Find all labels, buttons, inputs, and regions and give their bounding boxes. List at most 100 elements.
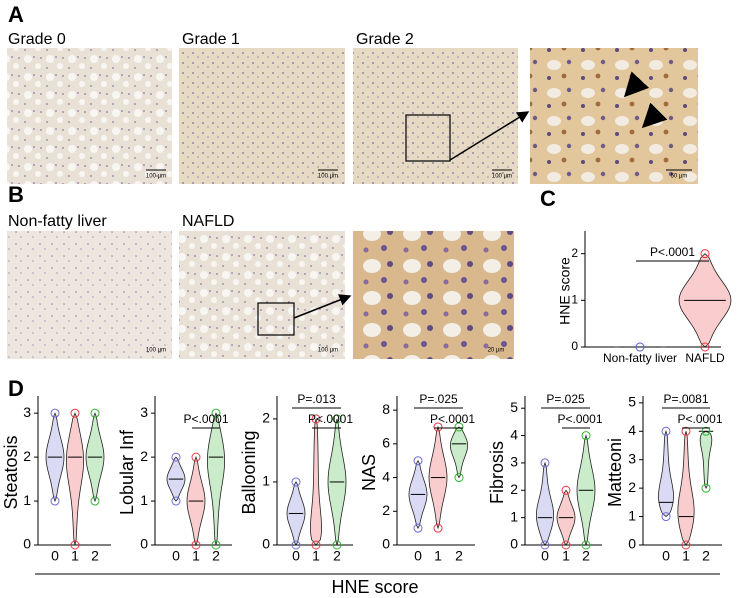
scale-label: 50 µm [671,174,688,180]
p-value: P<.0001 [677,412,722,426]
x-tick-label: 1 [312,548,320,564]
data-point [50,408,60,418]
y-tick-label: 1 [510,508,518,524]
x-tick-label: 0 [172,548,180,564]
micrograph [179,48,345,184]
data-point [581,431,591,441]
y-tick-label: 3 [23,404,31,420]
data-point [454,422,464,432]
y-tick-label: 6 [382,435,390,451]
y-tick-label: 2 [628,479,636,495]
y-tick-label: 0 [140,536,148,552]
y-tick-label: 0 [628,536,636,552]
x-tick-label: 1 [192,548,200,564]
data-point [540,540,550,550]
data-point [561,485,571,495]
data-point [635,342,645,352]
data-point [90,408,100,418]
x-axis-label: HNE score [331,577,418,597]
y-tick-label: 2 [382,502,390,518]
scale-label: 100 µm [318,174,338,180]
data-point [70,540,80,550]
zoom-arrow [449,111,530,161]
x-tick-label: 0 [51,548,59,564]
data-point [700,249,710,259]
image-label: Grade 0 [8,31,66,48]
x-tick-label: 1 [71,548,79,564]
x-tick-label: NAFLD [685,351,725,365]
data-point [70,408,80,418]
x-tick-label: 1 [682,548,690,564]
y-axis-label: Lobular Inf [117,429,137,515]
data-point [681,426,691,436]
y-axis-label: Fibrosis [487,441,507,504]
y-tick-label: 3 [628,450,636,466]
x-tick-label: Non-fatty liver [603,351,677,365]
panel-label: A [8,2,24,27]
violin [535,461,555,546]
y-tick-label: 0 [262,536,270,552]
x-tick-label: 2 [455,548,463,564]
x-tick-label: 2 [702,548,710,564]
micrograph [353,48,518,184]
zoom-arrow [293,294,352,319]
data-point [701,426,711,436]
data-point [661,426,671,436]
indicator-arrow [641,102,668,129]
y-tick-label: 4 [510,426,518,442]
image-label: Grade 2 [356,31,414,48]
inset-box [257,302,295,336]
y-tick-label: 0 [571,339,578,353]
data-point [211,540,221,550]
y-tick-label: 3 [510,454,518,470]
data-point [454,473,464,483]
data-point [332,540,342,550]
y-tick-label: 1 [262,473,270,489]
panel-label: D [8,376,24,401]
x-tick-label: 2 [91,548,99,564]
x-tick-label: 2 [212,548,220,564]
y-axis-label: Ballooning [239,430,259,514]
y-tick-label: 2 [510,481,518,497]
data-point [433,523,443,533]
y-tick-label: 2 [262,410,270,426]
p-value: P<.0001 [557,412,602,426]
micrograph-zoom [353,231,514,359]
y-tick-label: 1 [628,507,636,523]
y-axis-label: Steatosis [1,435,21,509]
scale-label: 100 µm [146,174,166,180]
x-tick-label: 0 [541,548,549,564]
data-point [311,540,321,550]
data-point [581,540,591,550]
x-tick-label: 2 [333,548,341,564]
x-tick-label: 2 [582,548,590,564]
y-tick-label: 4 [382,468,390,484]
y-tick-label: 0 [23,536,31,552]
x-tick-label: 1 [434,548,442,564]
y-axis-label: Matteoni [605,438,625,507]
data-point [701,483,711,493]
image-label: NAFLD [182,213,234,230]
data-point [171,496,181,506]
p-value: P<.0001 [650,245,695,259]
data-point [413,456,423,466]
x-tick-label: 1 [562,548,570,564]
p-value: P<.0001 [183,412,228,426]
violin [206,412,226,546]
violin [65,412,85,546]
p-value: P=.013 [297,392,336,406]
data-point [291,540,301,550]
data-point [311,414,321,424]
micrograph-zoom [530,48,698,184]
inset-box [405,114,451,162]
indicator-arrow [623,71,650,98]
panel-label: C [540,186,556,211]
violin [449,426,469,479]
y-tick-label: 2 [23,448,31,464]
scale-label: 20 µm [488,348,505,354]
micrograph [179,231,345,359]
data-point [561,540,571,550]
p-value: P=.025 [419,392,458,406]
data-point [291,477,301,487]
